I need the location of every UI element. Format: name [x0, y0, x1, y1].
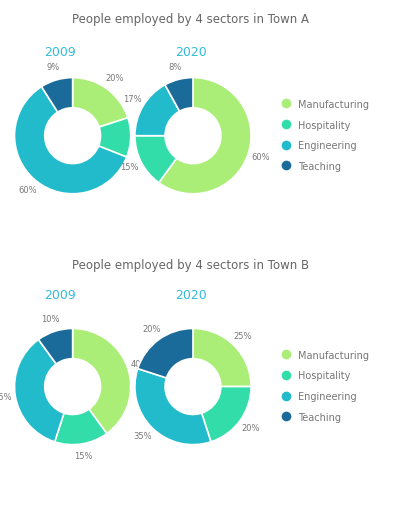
Text: 8%: 8% [168, 62, 182, 72]
Wedge shape [193, 329, 251, 387]
Wedge shape [15, 339, 64, 442]
Text: 2009: 2009 [44, 46, 76, 59]
Text: 10%: 10% [42, 315, 60, 324]
Wedge shape [138, 329, 193, 378]
Text: People employed by 4 sectors in Town B: People employed by 4 sectors in Town B [72, 259, 310, 271]
Text: 20%: 20% [241, 424, 259, 433]
Text: 17%: 17% [123, 95, 141, 104]
Text: 11%: 11% [134, 134, 153, 142]
Legend: Manufacturing, Hospitality, Engineering, Teaching: Manufacturing, Hospitality, Engineering,… [278, 96, 372, 176]
Text: 25%: 25% [234, 332, 252, 341]
Wedge shape [55, 409, 107, 444]
Text: 60%: 60% [18, 186, 37, 195]
Wedge shape [73, 78, 128, 127]
Wedge shape [165, 78, 193, 111]
Text: 2009: 2009 [44, 289, 76, 302]
Wedge shape [202, 387, 251, 442]
Text: 35%: 35% [0, 393, 12, 402]
Wedge shape [98, 118, 131, 157]
Text: People employed by 4 sectors in Town A: People employed by 4 sectors in Town A [72, 13, 310, 26]
Text: 60%: 60% [251, 153, 270, 162]
Text: 15%: 15% [74, 452, 93, 461]
Text: 15%: 15% [121, 163, 139, 173]
Text: 20%: 20% [105, 74, 124, 83]
Wedge shape [39, 329, 73, 364]
Wedge shape [159, 78, 251, 194]
Wedge shape [135, 369, 211, 444]
Wedge shape [15, 87, 127, 194]
Legend: Manufacturing, Hospitality, Engineering, Teaching: Manufacturing, Hospitality, Engineering,… [278, 347, 372, 426]
Text: 35%: 35% [134, 432, 152, 441]
Wedge shape [42, 78, 73, 112]
Wedge shape [73, 329, 131, 434]
Wedge shape [135, 136, 177, 183]
Text: 40%: 40% [131, 360, 149, 369]
Wedge shape [135, 85, 180, 136]
Text: 2020: 2020 [175, 289, 207, 302]
Text: 20%: 20% [142, 325, 161, 334]
Text: 2020: 2020 [175, 46, 207, 59]
Text: 9%: 9% [46, 63, 59, 72]
